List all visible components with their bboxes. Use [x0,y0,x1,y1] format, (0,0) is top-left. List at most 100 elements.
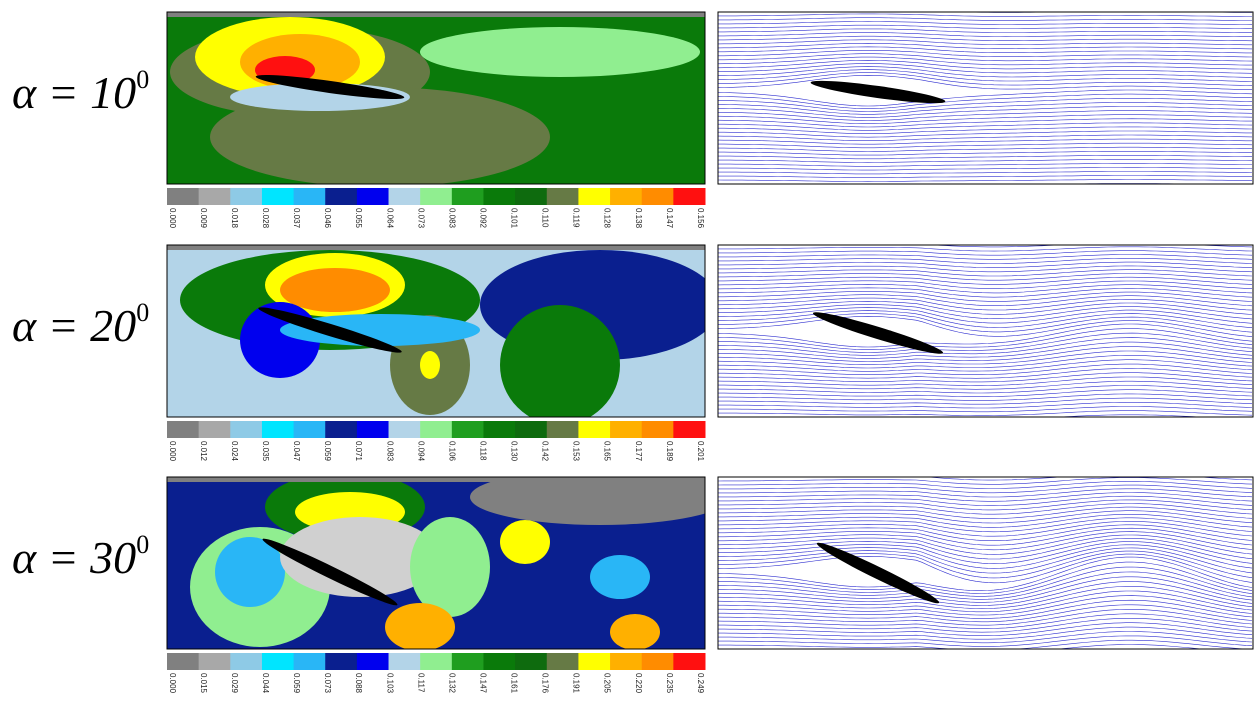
colorbar-tick-label: 0.201 [696,441,705,462]
streamline [718,98,1252,111]
angle-text: α = 30 [12,532,136,583]
colorbar-swatch [199,188,231,205]
colorbar-swatch [294,653,326,670]
colorbar-tick-label: 0.110 [541,208,550,228]
streamline [718,25,1252,28]
streamline [718,481,1252,488]
colorbar-tick-label: 0.024 [230,441,239,462]
colorbar-tick-label: 0.018 [230,208,239,229]
colorbar-tick-label: 0.059 [292,673,301,694]
colorbar-tick-label: 0.046 [323,208,332,229]
streamline [718,167,1252,170]
top-wall [167,12,705,17]
streamline [718,364,1252,375]
streamline [718,518,1252,532]
colorbar-tick-label: 0.130 [510,441,519,462]
colorbar-swatch [389,421,421,438]
colorbar-swatch [642,653,674,670]
streamline [718,123,1252,131]
streamline [718,204,1252,205]
contour-region [420,351,440,379]
colorbar-swatch [673,421,705,438]
colorbar-tick-label: 0.117 [416,673,425,693]
colorbar-tick-label: 0.000 [168,208,177,229]
streamline [718,295,1252,306]
streamline [718,200,1252,201]
streamline [718,504,1252,515]
contour-region [610,614,660,650]
streamline [718,18,1252,21]
colorbar-swatch [452,653,484,670]
streamline [718,147,1252,151]
streamline [718,176,1252,178]
colorbar-tick-label: 0.156 [696,208,705,229]
streamline [718,131,1252,137]
colorbar-tick-label: 0.012 [199,441,208,462]
streamline [718,423,1252,427]
colorbar-swatch [294,421,326,438]
streamline [718,368,1252,378]
colorbar-swatch [420,421,452,438]
colorbar-tick-label: 0.176 [541,673,550,694]
colorbar-tick-label: 0.249 [696,673,705,694]
angle-label: α = 100 [12,65,149,118]
colorbar-tick-label: 0.189 [665,441,674,462]
colorbar-tick-label: 0.064 [385,208,394,229]
contour-region [385,603,455,651]
colorbar-tick-label: 0.000 [168,673,177,694]
colorbar-tick-label: 0.037 [292,208,301,229]
colorbar-tick-label: 0.044 [261,673,270,694]
colorbar-tick-label: 0.103 [385,673,394,694]
streamline [718,188,1252,190]
colorbar-swatch [515,421,547,438]
colorbar-swatch [420,653,452,670]
streamline [718,521,1252,536]
figure: α = 1000.0000.0090.0180.0280.0370.0460.0… [0,0,1254,702]
streamlines [718,0,1252,209]
airfoil [810,77,946,108]
streamline [718,29,1252,33]
colorbar-tick-label: 0.106 [447,441,456,462]
colorbar-swatch [547,653,579,670]
streamline [718,402,1252,408]
streamline [718,127,1252,134]
colorbar-swatch [230,421,262,438]
streamline [718,36,1252,41]
colorbar-tick-label: 0.205 [603,673,612,694]
colorbar-swatch [325,421,357,438]
streamline [718,551,1252,578]
streamline [718,407,1252,412]
streamline [718,75,1252,89]
streamline [718,14,1252,17]
streamline [718,33,1252,37]
streamline [718,347,1252,362]
streamline [718,632,1252,643]
streamline [718,666,1252,673]
streamline [718,151,1252,155]
colorbar-swatch [357,653,389,670]
streamline [718,662,1252,669]
colorbar-swatch [515,188,547,205]
streamline [718,431,1252,435]
streamlines [718,451,1252,676]
colorbar-swatch [199,421,231,438]
streamline [718,636,1252,647]
colorbar-tick-label: 0.047 [292,441,301,462]
colorbar-swatch [578,421,610,438]
colorbar-tick-label: 0.191 [572,673,581,694]
streamline [718,466,1252,472]
streamline [718,670,1252,676]
streamline [718,455,1252,460]
colorbar-tick-label: 0.142 [541,441,550,462]
streamline [718,496,1252,505]
contour-region [500,305,620,425]
colorbar-swatch [357,421,389,438]
colorbar-swatch [452,188,484,205]
airfoil [811,307,945,358]
colorbar-tick-label: 0.000 [168,441,177,462]
streamline [718,155,1252,159]
colorbar-swatch [167,188,199,205]
colorbar-tick-label: 0.073 [416,208,425,229]
contour-region [500,520,550,564]
streamline [718,311,1252,328]
